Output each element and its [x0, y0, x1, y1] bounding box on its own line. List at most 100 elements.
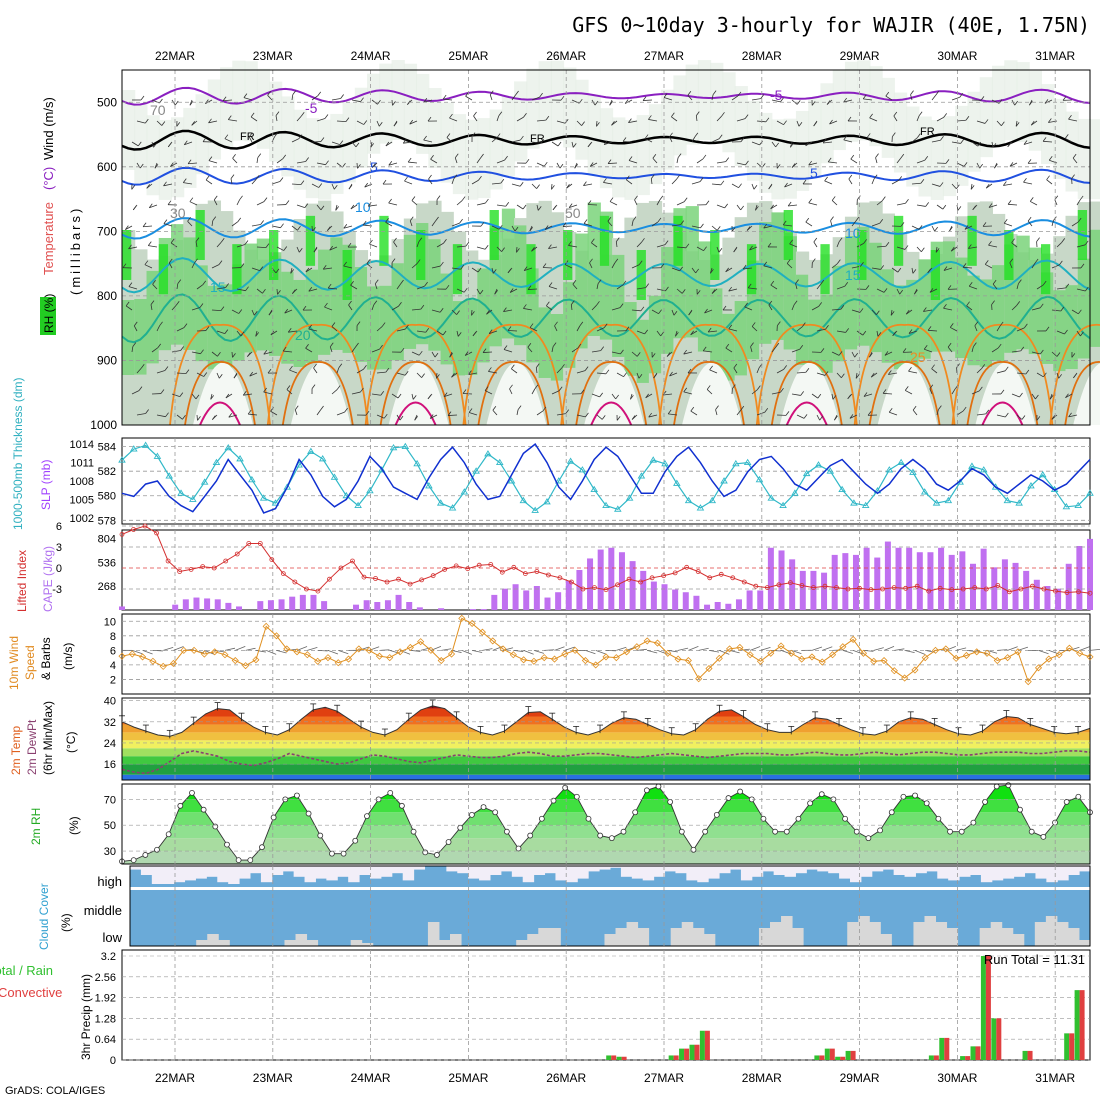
li-marker [787, 580, 793, 586]
precip-total-bar [616, 1056, 622, 1060]
wind-barb [297, 226, 301, 231]
wind-barb [902, 348, 907, 353]
rh-shade [1090, 119, 1100, 200]
rh-shade [612, 254, 626, 357]
contour-label: 15 [845, 267, 861, 283]
wind-marker [612, 654, 620, 662]
wind-barb [936, 409, 939, 416]
rh-shade [881, 77, 895, 158]
wind-barb [1048, 156, 1053, 161]
li-marker [419, 577, 425, 583]
precip-total-bar [991, 1018, 997, 1060]
wind-barb [491, 225, 500, 230]
li-marker [165, 558, 171, 564]
wind-barb [607, 159, 612, 164]
wind-barb [722, 305, 727, 311]
rh-shade [379, 215, 389, 266]
surface-wind-barb [1017, 646, 1029, 651]
surface-wind-barb [296, 646, 308, 651]
wind-barb [671, 112, 675, 118]
thickness-marker [130, 445, 138, 452]
wind-marker [159, 662, 167, 670]
wind-barb [471, 179, 479, 185]
surface-wind-barb [276, 649, 287, 654]
wind-barb [910, 94, 913, 101]
wind-barb [862, 330, 867, 336]
wind-barb [923, 345, 928, 350]
pressure-tick: 700 [97, 224, 117, 238]
temp-fill [122, 705, 1090, 780]
rh-marker [947, 828, 953, 835]
wind-barb [676, 201, 685, 206]
wind-barb [376, 120, 380, 127]
wind-barb [208, 156, 213, 161]
cape-ylabel: Lifted Index CAPE (J/kg) [15, 546, 55, 612]
rh-marker [888, 809, 895, 816]
wind-barb [399, 415, 404, 421]
wind-barb [856, 330, 864, 336]
wind-barb [182, 178, 187, 183]
precip-total-label: Total / Rain [0, 963, 53, 978]
temp-contour-35 [590, 401, 633, 426]
rh-shade [514, 225, 528, 346]
rh-shade [636, 319, 650, 383]
wind-barb [396, 372, 406, 376]
cape-bar [725, 603, 732, 610]
wind-barb [200, 349, 204, 354]
high-cloud-gap [915, 866, 927, 874]
wind-barb [1065, 283, 1070, 289]
high-cloud-gap [1079, 866, 1091, 872]
li-marker [822, 583, 828, 589]
wind-barb [576, 370, 586, 374]
wind-barb [691, 225, 701, 229]
wind-barb [619, 303, 624, 308]
wind-barb [711, 289, 716, 294]
dewpoint-line [121, 750, 1091, 775]
chart-title: GFS 0~10day 3-hourly for WAJIR (40E, 1.7… [572, 13, 1090, 37]
surface-wind-barb [338, 649, 349, 655]
wind-barb [831, 308, 841, 311]
wind-barb [454, 153, 459, 158]
high-cloud-gap [1068, 866, 1080, 875]
rh-shade [293, 109, 307, 190]
wind-barb [819, 415, 824, 421]
wind-barb [763, 265, 773, 269]
thickness-marker [189, 495, 197, 502]
surface-wind-barb [986, 649, 998, 654]
wind-barb [125, 301, 130, 307]
wind-barb [511, 94, 516, 101]
wind-barb [796, 414, 805, 419]
wind-barb [832, 395, 837, 400]
li-marker [223, 558, 229, 564]
wind-barb [322, 264, 327, 270]
wind-barb [656, 330, 661, 337]
rh-shade [122, 300, 136, 375]
wind-barb [1003, 181, 1007, 186]
wind-barb [624, 99, 629, 104]
precip-convective-bar [1069, 1033, 1075, 1060]
li-marker [200, 564, 206, 569]
wind-barb [391, 305, 399, 311]
wind-barb [500, 178, 505, 184]
rh-shade [1065, 285, 1079, 370]
wind-barb [1068, 412, 1072, 418]
wind-barb [851, 309, 861, 313]
li-marker [1053, 588, 1058, 594]
wind-barb [765, 117, 770, 123]
thickness-marker [259, 494, 268, 501]
wind-barb [492, 269, 497, 274]
wind-barb [247, 352, 251, 357]
wind-barb [1058, 374, 1062, 379]
temp-contour-20 [121, 293, 1091, 344]
wind-barb [1061, 238, 1066, 243]
wind-barb [1004, 222, 1013, 227]
wind-barb [409, 216, 414, 221]
wind-barb [1076, 199, 1081, 206]
cape-bar [193, 597, 200, 610]
thickness-marker [944, 496, 953, 504]
surface-wind-barb [647, 649, 658, 654]
precip-convective-bar [621, 1056, 627, 1060]
surface-wind-barb [719, 649, 730, 655]
wind-barb [416, 330, 426, 333]
